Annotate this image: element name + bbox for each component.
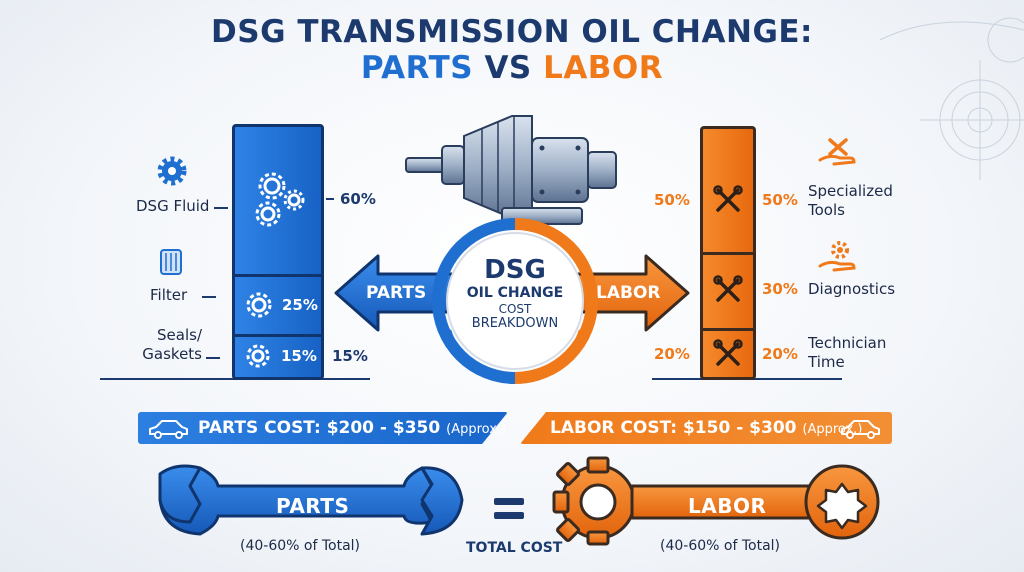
labor-cost-main: LABOR COST: $150 - $300 <box>550 418 797 438</box>
parts-cost-main: PARTS COST: $200 - $350 <box>198 418 441 438</box>
cost-breakdown-ring <box>432 218 598 384</box>
page-title: DSG TRANSMISSION OIL CHANGE: <box>211 14 813 50</box>
car-icon <box>149 420 188 439</box>
center-text: DSG OIL CHANGE COST BREAKDOWN <box>446 256 584 332</box>
bottom-parts-sub: (40-60% of Total) <box>240 538 360 554</box>
gear-icon <box>246 344 270 368</box>
title-parts-word: PARTS <box>360 50 474 86</box>
parts-segment-divider <box>232 334 324 337</box>
tools-icon <box>713 185 743 212</box>
title-vs-word: VS <box>484 50 532 86</box>
specialized-tools-label: Specialized Tools <box>808 182 893 220</box>
equals-sign <box>494 512 524 519</box>
parts-cost-note: (Approx.) <box>446 422 507 437</box>
equals-sign <box>494 498 524 505</box>
gear-icon <box>157 156 187 186</box>
car-icon <box>841 420 880 439</box>
center-line4: BREAKDOWN <box>471 316 559 331</box>
tools-icon <box>713 275 743 302</box>
labor-cost-banner <box>520 412 892 444</box>
filter-percent-inside: 25% <box>282 296 318 314</box>
technician-time-label: Technician Time <box>808 334 886 372</box>
label-connector <box>206 357 220 359</box>
labor-segment-divider <box>700 252 756 255</box>
wrench-hand-icon <box>818 138 856 166</box>
dsg-fluid-percent: 60% <box>340 190 376 208</box>
seals-label-line2: Gaskets <box>142 345 202 363</box>
gear-hand-icon <box>818 241 856 272</box>
parts-stacked-bar <box>232 124 324 380</box>
specialized-tools-line1: Specialized <box>808 182 893 200</box>
center-line3: COST <box>498 302 532 316</box>
title-labor-word: LABOR <box>543 50 664 86</box>
transmission-illustration <box>405 115 617 225</box>
percent-connector <box>326 198 334 200</box>
center-title: DSG <box>484 255 546 285</box>
gears-icon <box>255 172 305 227</box>
bottom-labor-label: LABOR <box>688 494 767 518</box>
filter-icon <box>160 249 182 275</box>
labor-arrow-label: LABOR <box>596 283 661 303</box>
parts-cost-banner <box>138 412 508 444</box>
parts-wrench <box>158 464 464 536</box>
seals-percent-inside: 15% <box>281 347 317 365</box>
specialized-tools-line2: Tools <box>808 201 845 219</box>
dsg-fluid-label: DSG Fluid <box>136 197 210 215</box>
labor-cost-text: LABOR COST: $150 - $300 (Approx.) <box>550 418 862 438</box>
label-connector <box>202 296 216 298</box>
parts-segment-divider <box>232 274 324 277</box>
center-line2: OIL CHANGE <box>466 285 564 301</box>
filter-label: Filter <box>150 286 188 304</box>
parts-arrow-label: PARTS <box>366 283 427 303</box>
technician-time-line1: Technician <box>808 334 887 352</box>
labor-wrench <box>552 456 880 546</box>
gear-icon <box>246 292 272 318</box>
seals-label-line1: Seals/ <box>157 326 202 344</box>
label-connector <box>214 207 228 209</box>
total-cost-label: TOTAL COST <box>466 540 563 556</box>
seals-percent-outside: 15% <box>332 347 368 365</box>
page-subtitle: PARTS VS LABOR <box>0 50 1024 86</box>
parts-cost-text: PARTS COST: $200 - $350 (Approx.) <box>198 418 506 438</box>
blueprint-decoration <box>879 17 1024 180</box>
diagnostics-percent-right: 30% <box>762 280 798 298</box>
seals-label: Seals/ Gaskets <box>120 326 202 364</box>
tools-percent-right: 50% <box>762 191 798 209</box>
labor-segment-divider <box>700 328 756 331</box>
bottom-labor-sub: (40-60% of Total) <box>660 538 780 554</box>
technician-percent-right: 20% <box>762 345 798 363</box>
technician-time-line2: Time <box>808 353 845 371</box>
technician-percent-left: 20% <box>654 345 690 363</box>
bottom-parts-label: PARTS <box>276 494 350 518</box>
tools-icon <box>713 339 743 366</box>
tools-percent-left: 50% <box>654 191 690 209</box>
diagnostics-label: Diagnostics <box>808 280 896 298</box>
